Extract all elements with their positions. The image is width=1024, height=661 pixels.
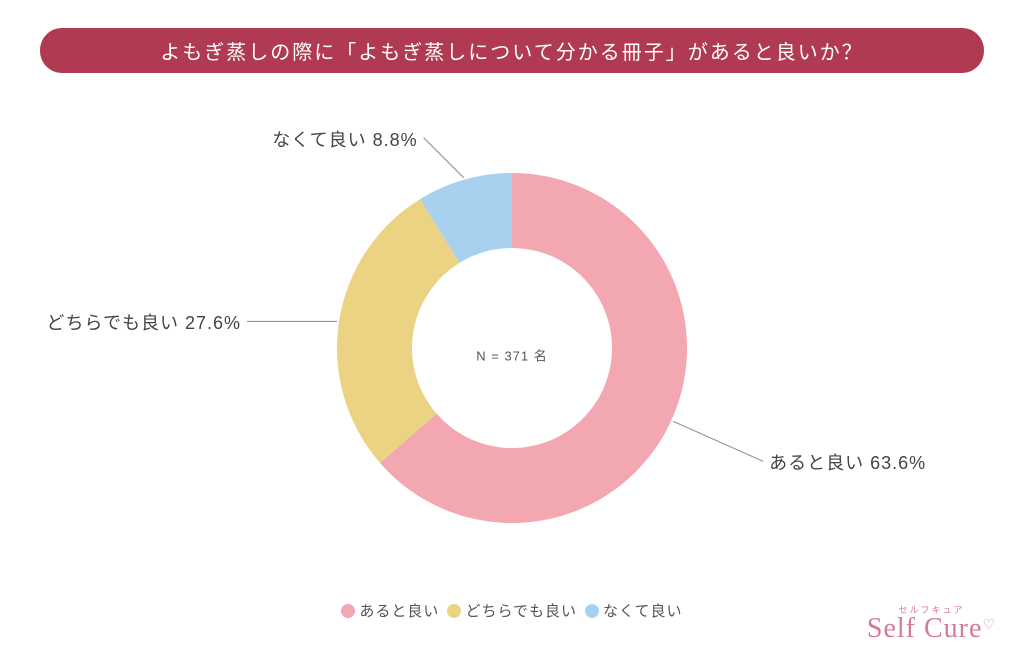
legend-label-2: なくて良い: [603, 600, 683, 621]
legend-swatch-0: [341, 604, 355, 618]
chart-title-bar: よもぎ蒸しの際に「よもぎ蒸しについて分かる冊子」があると良いか？: [40, 28, 984, 73]
callout-either: どちらでも良い 27.6%: [47, 309, 242, 335]
legend-label-0: あると良い: [359, 600, 439, 621]
legend-item-1: どちらでも良い: [447, 600, 577, 621]
legend-item-2: なくて良い: [585, 600, 683, 621]
sample-size-label: N = 371 名: [476, 345, 548, 364]
callout-no_need: なくて良い 8.8%: [272, 126, 418, 152]
brand-name: Self Cure: [867, 613, 983, 644]
heart-icon: ♡: [982, 618, 996, 633]
chart-title-text: よもぎ蒸しの際に「よもぎ蒸しについて分かる冊子」があると良いか？: [160, 42, 863, 64]
brand-main-text: Self Cure♡: [867, 615, 996, 643]
leader-line-good: [673, 421, 763, 461]
legend-label-1: どちらでも良い: [465, 600, 577, 621]
chart-area: N = 371 名 あると良い 63.6% どちらでも良い 27.6% なくて良い …: [0, 118, 1024, 591]
callout-good: あると良い 63.6%: [769, 449, 926, 475]
brand-logo: セルフキュア Self Cure♡: [867, 606, 996, 643]
leader-line-no_need: [424, 138, 464, 178]
legend-swatch-2: [585, 604, 599, 618]
donut-chart: [0, 118, 1024, 558]
legend-swatch-1: [447, 604, 461, 618]
legend-item-0: あると良い: [341, 600, 439, 621]
